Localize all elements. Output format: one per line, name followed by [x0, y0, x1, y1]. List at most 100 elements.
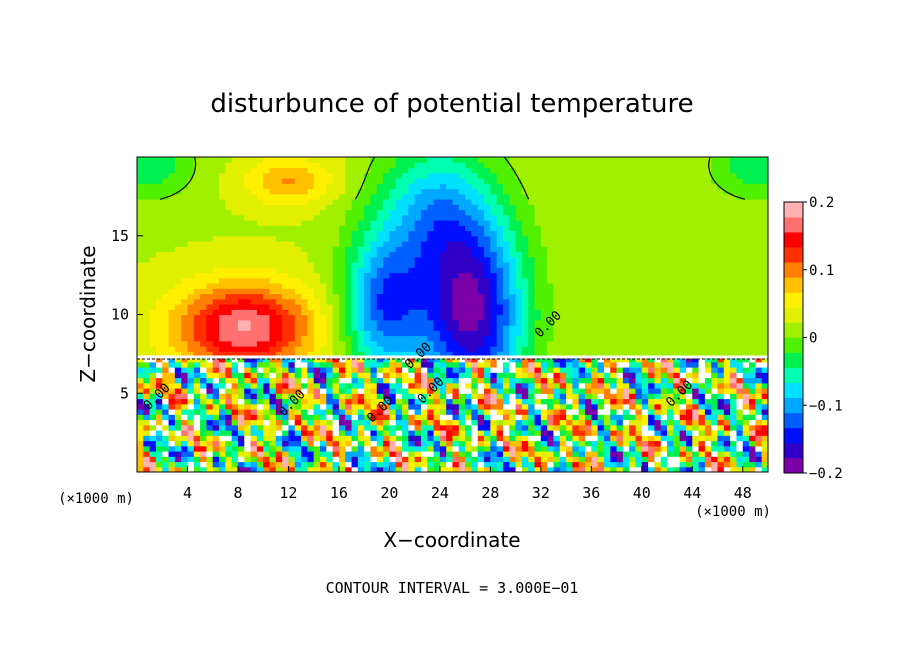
heatmap-cell: [225, 372, 233, 379]
heatmap-cell: [540, 178, 548, 184]
heatmap-cell: [326, 298, 334, 305]
heatmap-cell: [610, 293, 618, 300]
heatmap-cell: [622, 193, 630, 200]
heatmap-cell: [212, 445, 220, 452]
heatmap-cell: [603, 230, 611, 237]
heatmap-cell: [572, 456, 580, 463]
heatmap-cell: [566, 272, 573, 279]
heatmap-cell: [143, 398, 151, 405]
heatmap-cell: [414, 246, 422, 253]
heatmap-cell: [338, 388, 346, 394]
heatmap-cell: [446, 298, 454, 305]
heatmap-cell: [389, 340, 397, 347]
heatmap-cell: [237, 225, 245, 232]
heatmap-cell: [477, 419, 485, 426]
heatmap-cell: [591, 304, 599, 310]
heatmap-cell: [389, 456, 397, 463]
heatmap-cell: [338, 225, 346, 232]
heatmap-cell: [547, 356, 555, 363]
heatmap-cell: [319, 351, 327, 358]
heatmap-cell: [648, 430, 656, 436]
heatmap-cell: [319, 330, 327, 337]
heatmap-cell: [439, 335, 447, 342]
heatmap-cell: [338, 456, 346, 463]
heatmap-cell: [572, 183, 580, 190]
heatmap-cell: [484, 204, 491, 211]
heatmap-cell: [313, 346, 321, 352]
heatmap-cell: [553, 241, 561, 247]
heatmap-cell: [641, 225, 649, 232]
heatmap-cell: [263, 220, 271, 226]
heatmap-cell: [439, 346, 447, 352]
heatmap-cell: [301, 388, 308, 394]
heatmap-cell: [162, 377, 170, 384]
heatmap-cell: [364, 377, 372, 384]
heatmap-cell: [212, 167, 220, 174]
heatmap-cell: [534, 340, 542, 347]
heatmap-cell: [439, 419, 447, 426]
heatmap-cell: [427, 466, 435, 472]
heatmap-cell: [496, 388, 504, 394]
heatmap-cell: [578, 188, 586, 195]
heatmap-cell: [648, 388, 656, 394]
heatmap-cell: [269, 451, 277, 457]
heatmap-cell: [326, 283, 334, 289]
heatmap-cell: [534, 304, 542, 310]
heatmap-cell: [212, 283, 220, 289]
heatmap-cell: [370, 204, 378, 211]
heatmap-cell: [566, 419, 573, 426]
heatmap-cell: [622, 367, 630, 373]
heatmap-cell: [648, 162, 656, 169]
heatmap-cell: [389, 188, 397, 195]
heatmap-cell: [237, 157, 245, 163]
heatmap-cell: [603, 293, 611, 300]
heatmap-cell: [237, 414, 245, 421]
heatmap-cell: [225, 361, 233, 368]
heatmap-cell: [275, 256, 283, 263]
heatmap-cell: [458, 466, 466, 472]
heatmap-cell: [528, 288, 536, 295]
heatmap-cell: [484, 304, 491, 310]
heatmap-cell: [256, 241, 264, 247]
heatmap-cell: [193, 409, 201, 415]
heatmap-cell: [338, 193, 346, 200]
heatmap-cell: [345, 377, 353, 384]
heatmap-cell: [370, 430, 378, 436]
heatmap-cell: [427, 435, 435, 442]
heatmap-cell: [477, 230, 485, 237]
heatmap-cell: [591, 220, 599, 226]
heatmap-cell: [155, 398, 163, 405]
heatmap-cell: [155, 304, 163, 310]
heatmap-cell: [282, 209, 290, 216]
heatmap-cell: [307, 377, 315, 384]
heatmap-cell: [622, 251, 630, 258]
heatmap-cell: [168, 204, 176, 211]
heatmap-cell: [212, 251, 220, 258]
heatmap-cell: [566, 172, 573, 179]
heatmap-cell: [654, 466, 662, 472]
heatmap-cell: [389, 466, 397, 472]
heatmap-cell: [648, 325, 656, 331]
heatmap-cell: [338, 251, 346, 258]
heatmap-cell: [250, 204, 258, 211]
heatmap-cell: [263, 325, 271, 331]
heatmap-cell: [597, 372, 605, 379]
heatmap-cell: [269, 267, 277, 274]
heatmap-cell: [591, 309, 599, 316]
heatmap-cell: [338, 398, 346, 405]
heatmap-cell: [490, 256, 498, 263]
heatmap-cell: [275, 246, 283, 253]
heatmap-cell: [559, 183, 567, 190]
heatmap-cell: [553, 451, 561, 457]
heatmap-cell: [155, 209, 163, 216]
heatmap-cell: [597, 230, 605, 237]
heatmap-cell: [389, 351, 397, 358]
heatmap-cell: [263, 461, 271, 468]
heatmap-cell: [572, 251, 580, 258]
heatmap-cell: [465, 241, 473, 247]
heatmap-cell: [502, 424, 510, 431]
heatmap-cell: [244, 162, 252, 169]
heatmap-cell: [572, 340, 580, 347]
heatmap-cell: [534, 277, 542, 284]
heatmap-cell: [402, 414, 409, 421]
